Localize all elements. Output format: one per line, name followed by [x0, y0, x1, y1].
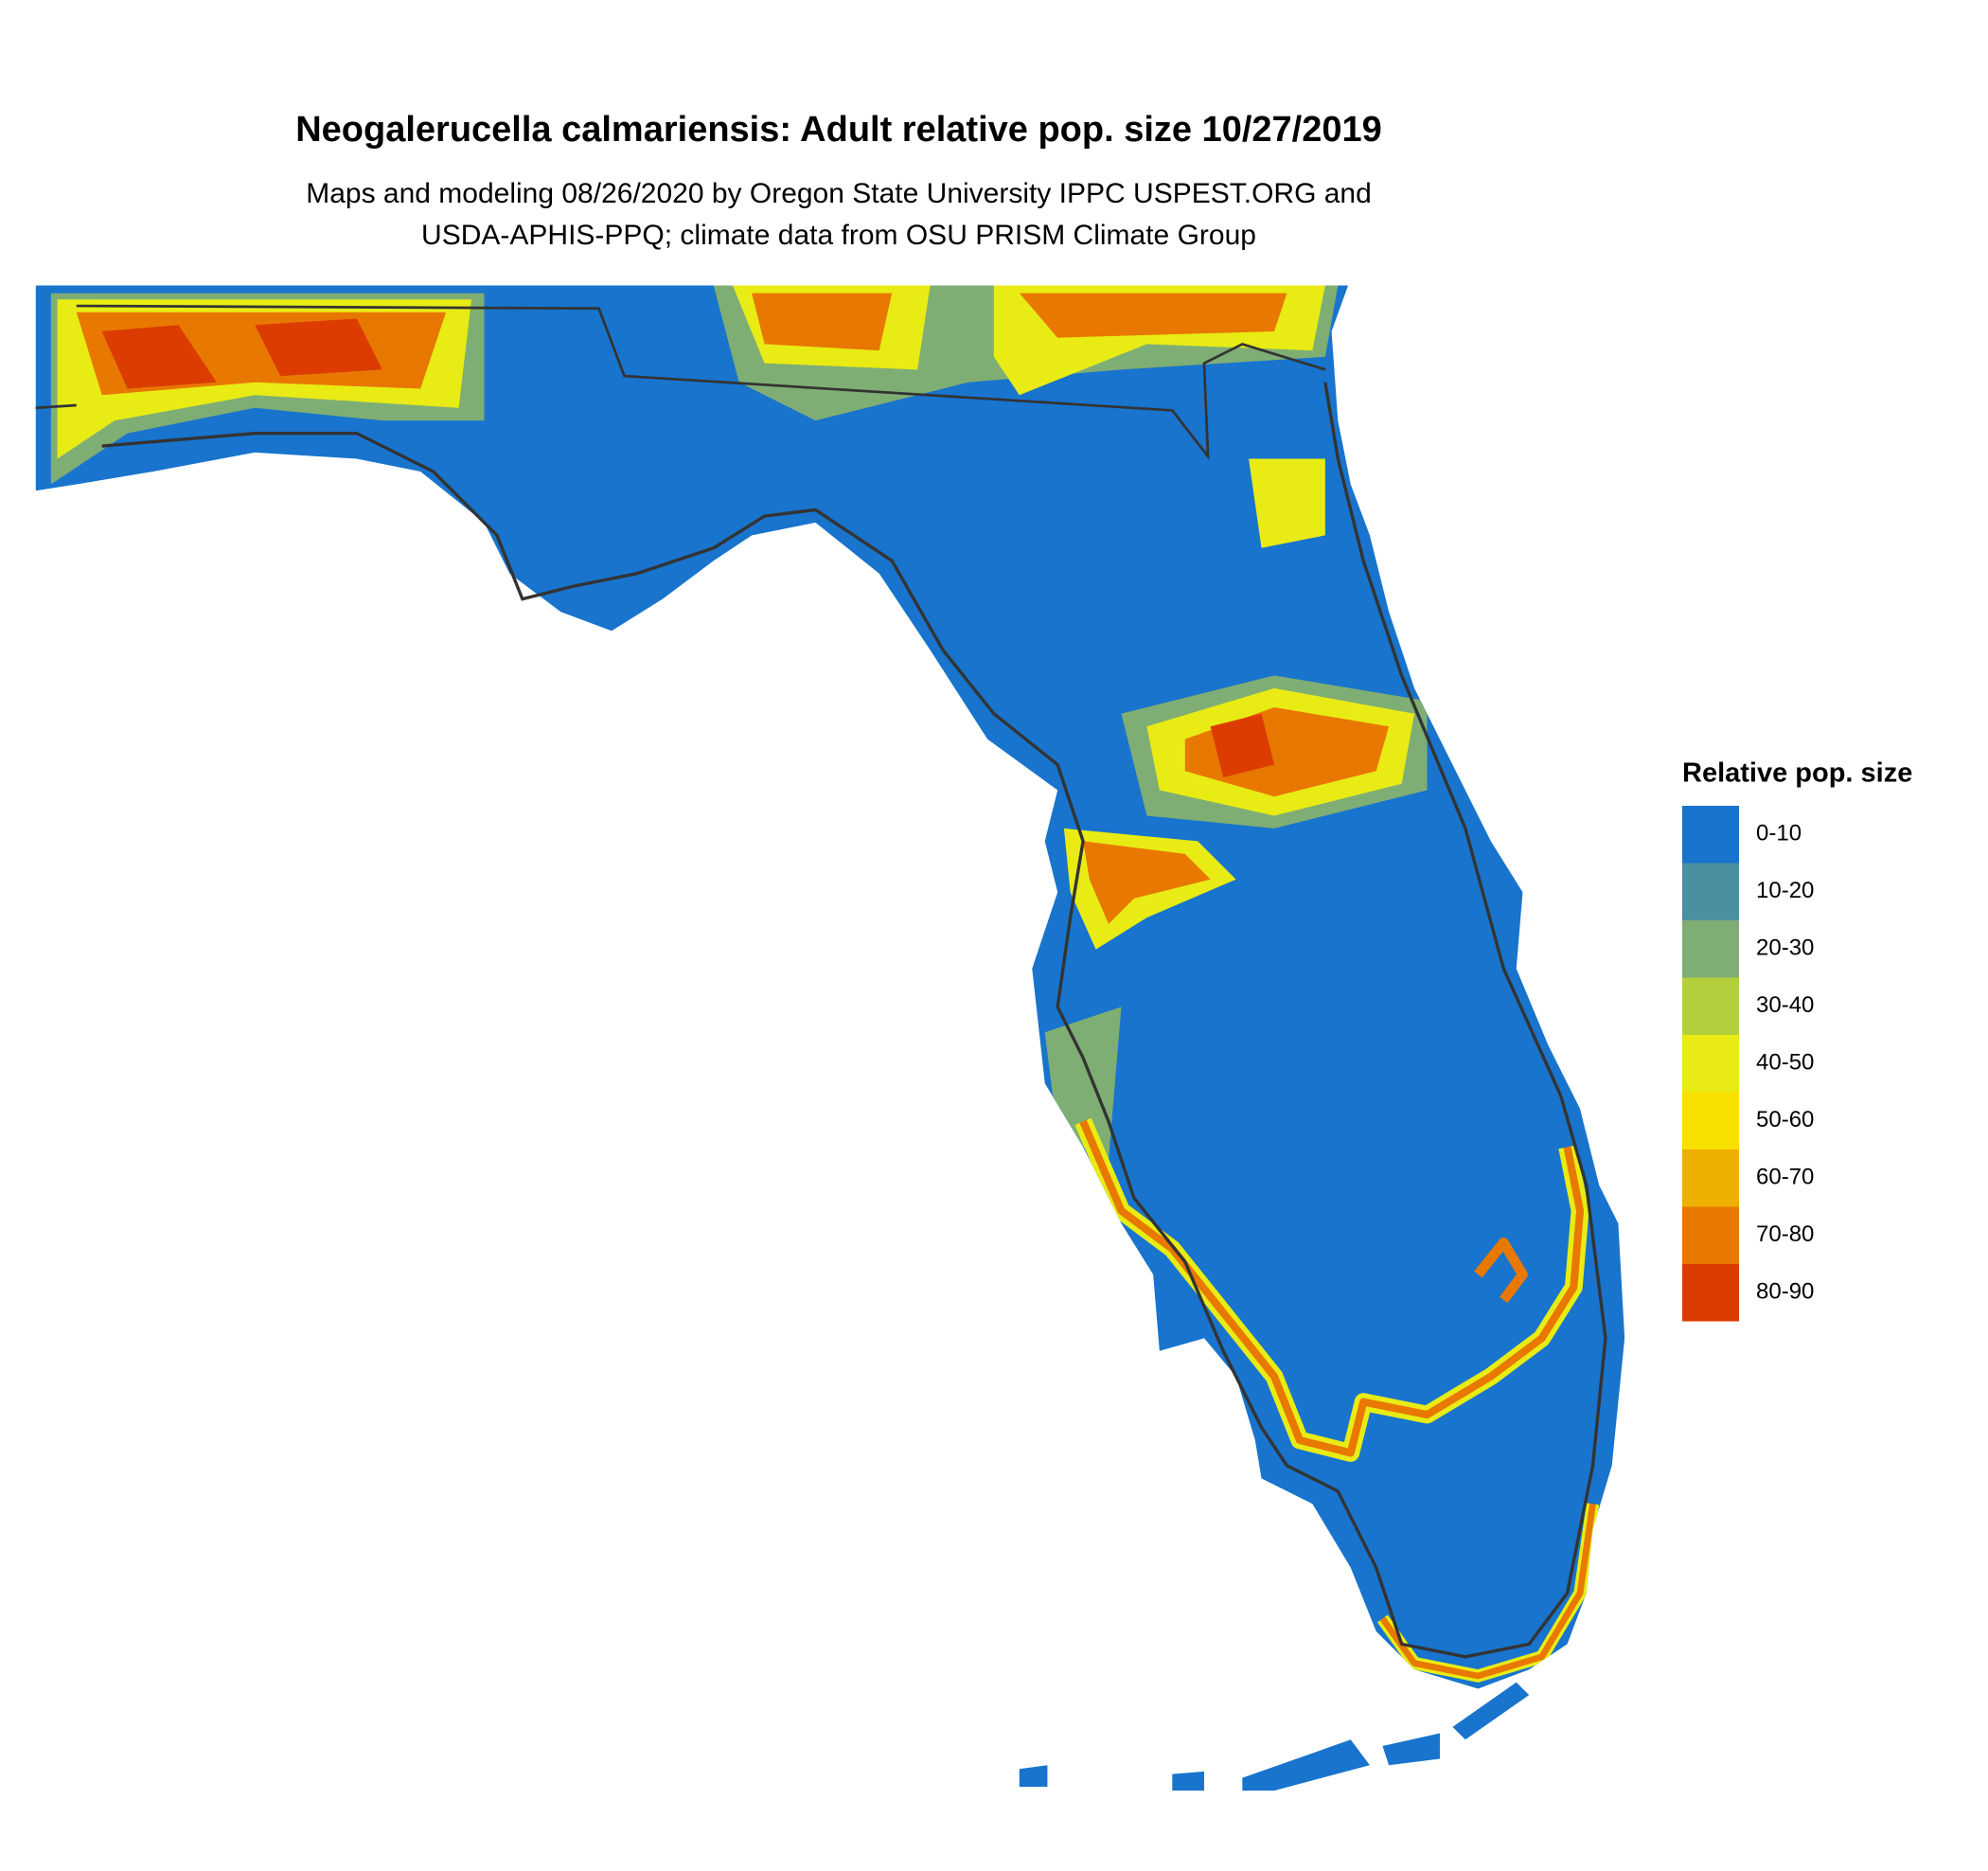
legend-swatch [1682, 1206, 1739, 1264]
legend-label: 60-70 [1756, 1164, 1814, 1189]
florida-map [35, 285, 1625, 1791]
state-border [35, 304, 1326, 461]
legend-swatch [1682, 977, 1739, 1035]
legend-swatch [1682, 1092, 1739, 1149]
legend-label: 0-10 [1756, 820, 1802, 846]
legend-label: 70-80 [1756, 1221, 1814, 1247]
legend-swatch [1682, 1149, 1739, 1207]
legend-swatch [1682, 863, 1739, 920]
hotspot [1019, 293, 1287, 338]
hotspot [1474, 1237, 1528, 1304]
legend-label: 80-90 [1756, 1278, 1814, 1304]
legend-title: Relative pop. size [1682, 758, 1912, 789]
class-area [35, 285, 1625, 1689]
raster [35, 285, 1625, 1689]
hotspot [1249, 458, 1325, 548]
legend-label: 30-40 [1756, 992, 1814, 1018]
legend-swatch [1682, 1035, 1739, 1093]
hotspot [1083, 841, 1211, 924]
map-subtitle: Maps and modeling 08/26/2020 by Oregon S… [306, 178, 1372, 209]
key-island [1452, 1682, 1530, 1740]
hotspot [1379, 1503, 1596, 1680]
hotspot [752, 293, 893, 351]
keys [1019, 1682, 1530, 1791]
key-island [1172, 1771, 1204, 1791]
legend: 0-10 10-20 20-30 30-40 40-50 50-60 60-70 70-80 8… [1682, 806, 1814, 1322]
hotspot [1079, 1119, 1585, 1457]
legend-label: 20-30 [1756, 935, 1814, 960]
key-island [1019, 1765, 1048, 1788]
map-subtitle: USDA-APHIS-PPQ; climate data from OSU PR… [421, 220, 1256, 251]
legend-swatch [1682, 806, 1739, 864]
legend-swatch [1682, 1264, 1739, 1322]
legend-swatch [1682, 920, 1739, 978]
legend-label: 40-50 [1756, 1049, 1814, 1075]
legend-label: 10-20 [1756, 878, 1814, 903]
legend-label: 50-60 [1756, 1107, 1814, 1132]
key-island [1382, 1733, 1440, 1766]
hotspot [255, 318, 382, 377]
coastline [101, 382, 1607, 1659]
key-island [1242, 1739, 1370, 1791]
hotspot [1210, 713, 1274, 778]
hotspot [101, 325, 217, 389]
map-title: Neogalerucella calmariensis: Adult relat… [295, 110, 1382, 150]
